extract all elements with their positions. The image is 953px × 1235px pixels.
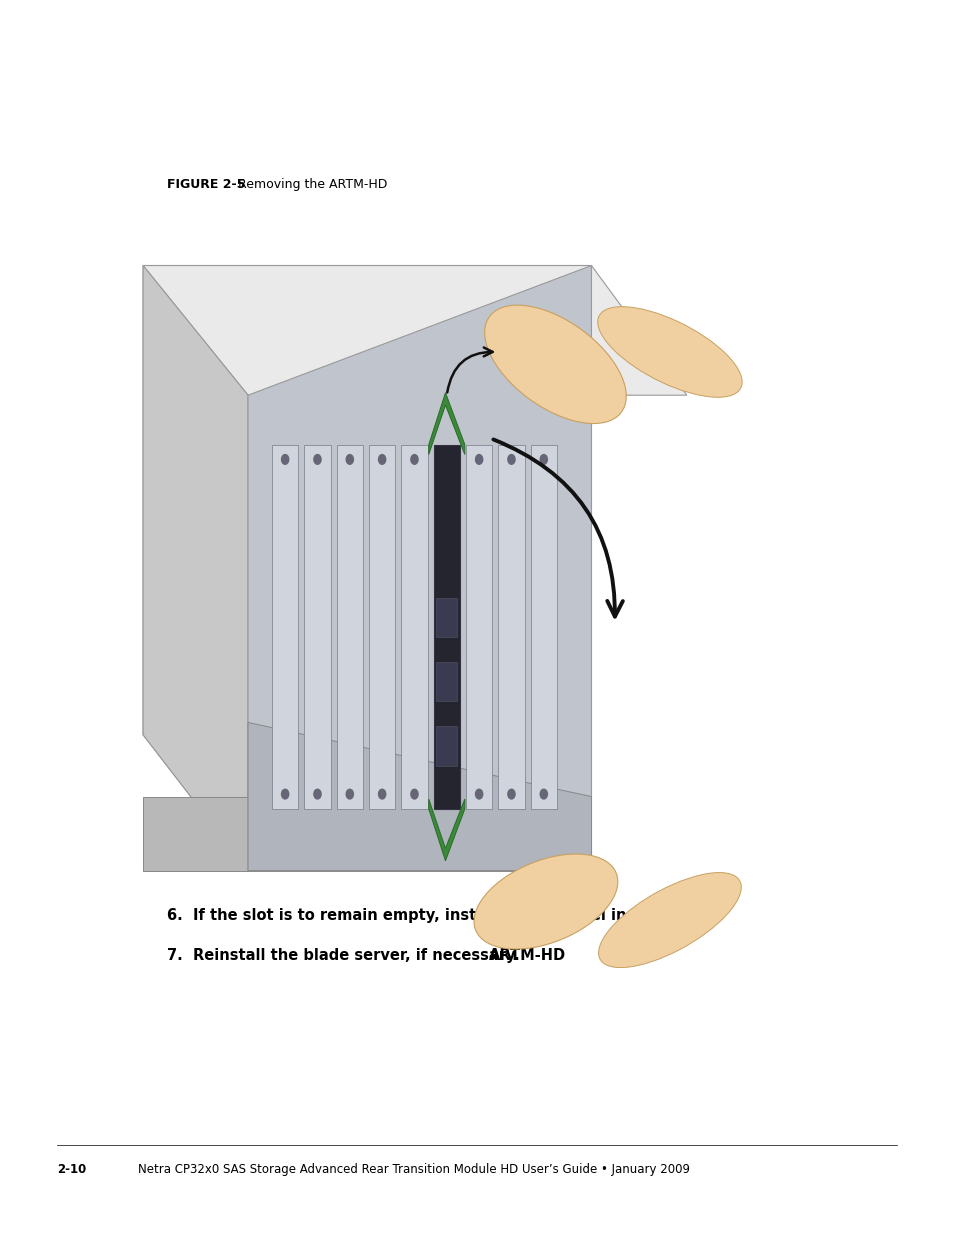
Circle shape xyxy=(280,788,289,800)
Polygon shape xyxy=(143,266,248,871)
Text: 2-10: 2-10 xyxy=(57,1162,87,1176)
Circle shape xyxy=(539,788,548,800)
FancyBboxPatch shape xyxy=(497,445,524,809)
Circle shape xyxy=(313,788,321,800)
Circle shape xyxy=(410,788,418,800)
Ellipse shape xyxy=(598,306,741,398)
Circle shape xyxy=(313,453,321,464)
Circle shape xyxy=(475,788,483,800)
Circle shape xyxy=(442,788,451,800)
Polygon shape xyxy=(143,266,591,871)
FancyBboxPatch shape xyxy=(433,445,459,809)
FancyBboxPatch shape xyxy=(304,445,331,809)
Polygon shape xyxy=(248,722,591,871)
Text: FIGURE 2-5: FIGURE 2-5 xyxy=(167,178,245,191)
Text: 7.  Reinstall the blade server, if necessary.: 7. Reinstall the blade server, if necess… xyxy=(167,948,519,963)
Circle shape xyxy=(475,453,483,464)
Ellipse shape xyxy=(598,873,740,967)
Polygon shape xyxy=(143,266,686,395)
Text: ARTM-HD: ARTM-HD xyxy=(488,948,565,963)
Circle shape xyxy=(377,453,386,464)
Circle shape xyxy=(280,453,289,464)
FancyBboxPatch shape xyxy=(401,445,427,809)
FancyBboxPatch shape xyxy=(272,445,298,809)
Ellipse shape xyxy=(474,855,618,948)
FancyBboxPatch shape xyxy=(530,445,557,809)
Circle shape xyxy=(539,453,548,464)
FancyBboxPatch shape xyxy=(436,598,456,637)
FancyBboxPatch shape xyxy=(465,445,492,809)
Circle shape xyxy=(507,453,516,464)
Ellipse shape xyxy=(484,305,625,424)
FancyBboxPatch shape xyxy=(436,662,456,701)
Polygon shape xyxy=(248,266,591,871)
Text: Netra CP32x0 SAS Storage Advanced Rear Transition Module HD User’s Guide • Janua: Netra CP32x0 SAS Storage Advanced Rear T… xyxy=(138,1162,690,1176)
FancyBboxPatch shape xyxy=(436,726,456,766)
Circle shape xyxy=(377,788,386,800)
Polygon shape xyxy=(428,393,464,454)
Circle shape xyxy=(507,788,516,800)
FancyBboxPatch shape xyxy=(433,445,459,809)
Circle shape xyxy=(442,453,451,464)
Text: Removing the ARTM-HD: Removing the ARTM-HD xyxy=(238,178,388,191)
Circle shape xyxy=(345,788,354,800)
FancyBboxPatch shape xyxy=(369,445,395,809)
Text: 6.  If the slot is to remain empty, install a filler panel in the slot.: 6. If the slot is to remain empty, insta… xyxy=(167,908,700,923)
Circle shape xyxy=(345,453,354,464)
Polygon shape xyxy=(428,799,464,861)
Circle shape xyxy=(410,453,418,464)
FancyBboxPatch shape xyxy=(336,445,363,809)
FancyBboxPatch shape xyxy=(143,797,581,871)
